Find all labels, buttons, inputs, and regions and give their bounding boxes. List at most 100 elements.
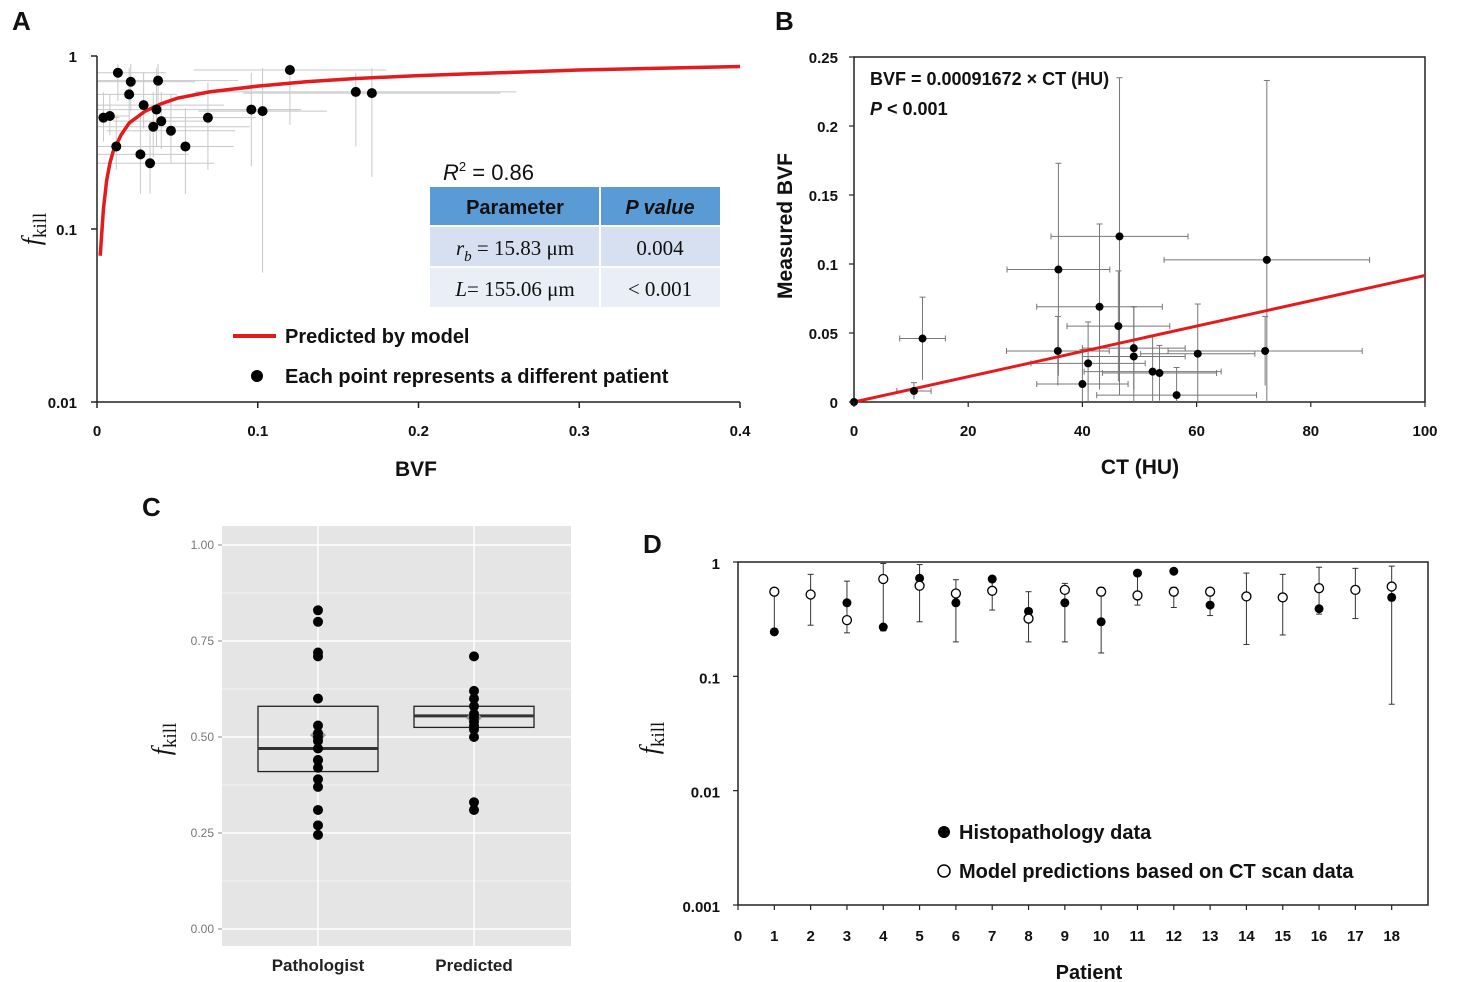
panel-d-histopathology-point [951, 598, 961, 608]
panel-c-point [313, 735, 323, 746]
panel-d-x-tick-label: 14 [1238, 928, 1255, 945]
panel-a-patient-point [135, 149, 146, 160]
panel-d-model-point [769, 586, 780, 597]
legend-patient-label: Each point represents a different patien… [285, 366, 669, 388]
panel-b-pvalue: P < 0.001 [870, 99, 948, 119]
legend-model-prediction-marker [937, 864, 951, 878]
legend-model-prediction-label: Model predictions based on CT scan data [959, 861, 1354, 883]
panel-a-y-tick-label: 0.01 [48, 395, 77, 412]
table-header-bg [430, 187, 720, 225]
panel-d-x-tick-label: 13 [1202, 928, 1219, 945]
panel-c-point [313, 720, 323, 731]
panel-d-model-point [1277, 592, 1288, 603]
panel-c-point [469, 693, 479, 704]
panel-d-model-point [805, 589, 816, 600]
panel-d-model-point [841, 615, 853, 626]
panel-b-ticks: 0 20 40 60 80 100 0 0.05 0.1 0.15 0.2 0.25 [809, 50, 1438, 440]
panel-b-point [1172, 391, 1181, 400]
panel-d-model-point [1241, 591, 1252, 602]
panel-d-y-tick-label: 0.001 [682, 899, 720, 916]
panel-b-point [1129, 352, 1138, 361]
panel-d-x-tick-label: 11 [1130, 928, 1146, 945]
panel-d-histopathology-point [1314, 604, 1324, 614]
panel-c-y-tick-label: 0.25 [191, 826, 215, 840]
panel-b-y-tick-label: 0.25 [809, 50, 838, 67]
panel-b-point [1155, 369, 1164, 378]
panel-c-point [313, 829, 323, 840]
panel-d-x-tick-label: 2 [806, 928, 814, 945]
panel-b-x-tick-label: 60 [1188, 423, 1205, 440]
panel-a-y-tick-label: 0.1 [56, 222, 77, 239]
legend-histopathology-marker [938, 826, 950, 838]
panel-c-point [313, 651, 323, 662]
panel-label-c: C [142, 492, 161, 522]
panel-d-x-tick-label: 5 [915, 928, 923, 945]
panel-a-x-tick-label: 0.2 [408, 423, 429, 440]
panel-d-frame [737, 561, 1429, 906]
panel-d-histopathology-point [878, 622, 888, 632]
panel-b-point [1078, 380, 1087, 389]
panel-c: 0.00 0.25 0.50 0.75 1.00 Pathologist Predict… [147, 526, 571, 975]
panel-a-patient-point [350, 86, 361, 97]
panel-b-point [1262, 255, 1271, 264]
table-row-2-bg [430, 268, 720, 307]
panel-d-histopathology-point [1387, 592, 1397, 602]
panel-b-x-tick-label: 40 [1074, 423, 1091, 440]
panel-d-histopathology-point [1169, 566, 1179, 576]
panel-b-points [850, 232, 1271, 406]
panel-d-x-tick-label: 10 [1093, 928, 1110, 945]
panel-d-y-tick-label: 0.01 [691, 785, 720, 802]
table-row-1-p: 0.004 [636, 236, 684, 260]
panel-d-histopathology-point [1205, 600, 1215, 610]
table-row-1-param: rb = 15.83 μm [456, 236, 574, 265]
panel-b-point [1148, 367, 1157, 376]
panel-b-point [1115, 232, 1124, 241]
panel-b-point [1261, 346, 1270, 355]
panel-a-patient-point [124, 89, 135, 100]
panel-b-y-tick-label: 0.15 [809, 188, 838, 205]
panel-d-model-point [1313, 583, 1325, 594]
panel-a-patient-point [153, 75, 164, 86]
panel-b-point [1054, 265, 1063, 274]
panel-b-point [1129, 344, 1138, 353]
panel-b-equation: BVF = 0.00091672 × CT (HU) [870, 69, 1109, 89]
table-row-2-p: < 0.001 [628, 277, 692, 301]
panel-c-point [313, 774, 323, 785]
panel-c-y-tick-label: 0.75 [191, 634, 215, 648]
panel-c-point [469, 804, 479, 815]
panel-a-r2: R2 = 0.86 [443, 159, 534, 185]
panel-c-ticks: 0.00 0.25 0.50 0.75 1.00 [191, 538, 222, 936]
panel-d-model-point [1168, 586, 1179, 597]
table-row-2-param: L= 155.06 μm [454, 277, 574, 301]
panel-d-histopathology-point [987, 574, 997, 584]
panel-c-point [313, 605, 323, 616]
panel-c-point [469, 701, 479, 712]
panel-d-histopathology-point [842, 598, 852, 608]
panel-b-x-label: CT (HU) [1101, 456, 1179, 479]
panel-b-point [1053, 346, 1062, 355]
panel-b-x-tick-label: 0 [850, 423, 858, 440]
panel-d-model-point [878, 573, 889, 585]
panel-c-y-tick-label: 0.50 [191, 730, 215, 744]
panel-a-x-tick-label: 0.3 [569, 423, 590, 440]
table-header-pvalue: P value [625, 197, 694, 219]
panel-d-x-tick-label: 9 [1061, 928, 1069, 945]
panel-d-model-point [1059, 584, 1070, 596]
panel-c-point [469, 797, 479, 808]
panel-b-point [1095, 302, 1104, 311]
panel-a-patient-point [165, 125, 176, 136]
panel-a-patient-point [284, 64, 295, 75]
table-header-parameter: Parameter [466, 197, 564, 219]
panel-a-patient-point [257, 106, 268, 117]
panel-c-y-label: fkill [147, 723, 181, 756]
panel-d-model-point [950, 588, 962, 599]
panel-label-d: D [643, 529, 662, 559]
panel-b-point [1084, 359, 1093, 368]
table-row-1-bg [430, 227, 720, 266]
legend-histopathology-label: Histopathology data [959, 822, 1152, 844]
panel-c-point [469, 685, 479, 696]
panel-c-point [469, 732, 479, 742]
panel-b-x-tick-label: 80 [1302, 423, 1319, 440]
panel-a-patient-point [145, 158, 156, 169]
